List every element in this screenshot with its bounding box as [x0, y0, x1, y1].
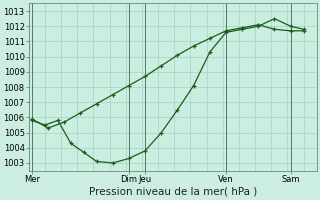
- X-axis label: Pression niveau de la mer( hPa ): Pression niveau de la mer( hPa ): [89, 187, 257, 197]
